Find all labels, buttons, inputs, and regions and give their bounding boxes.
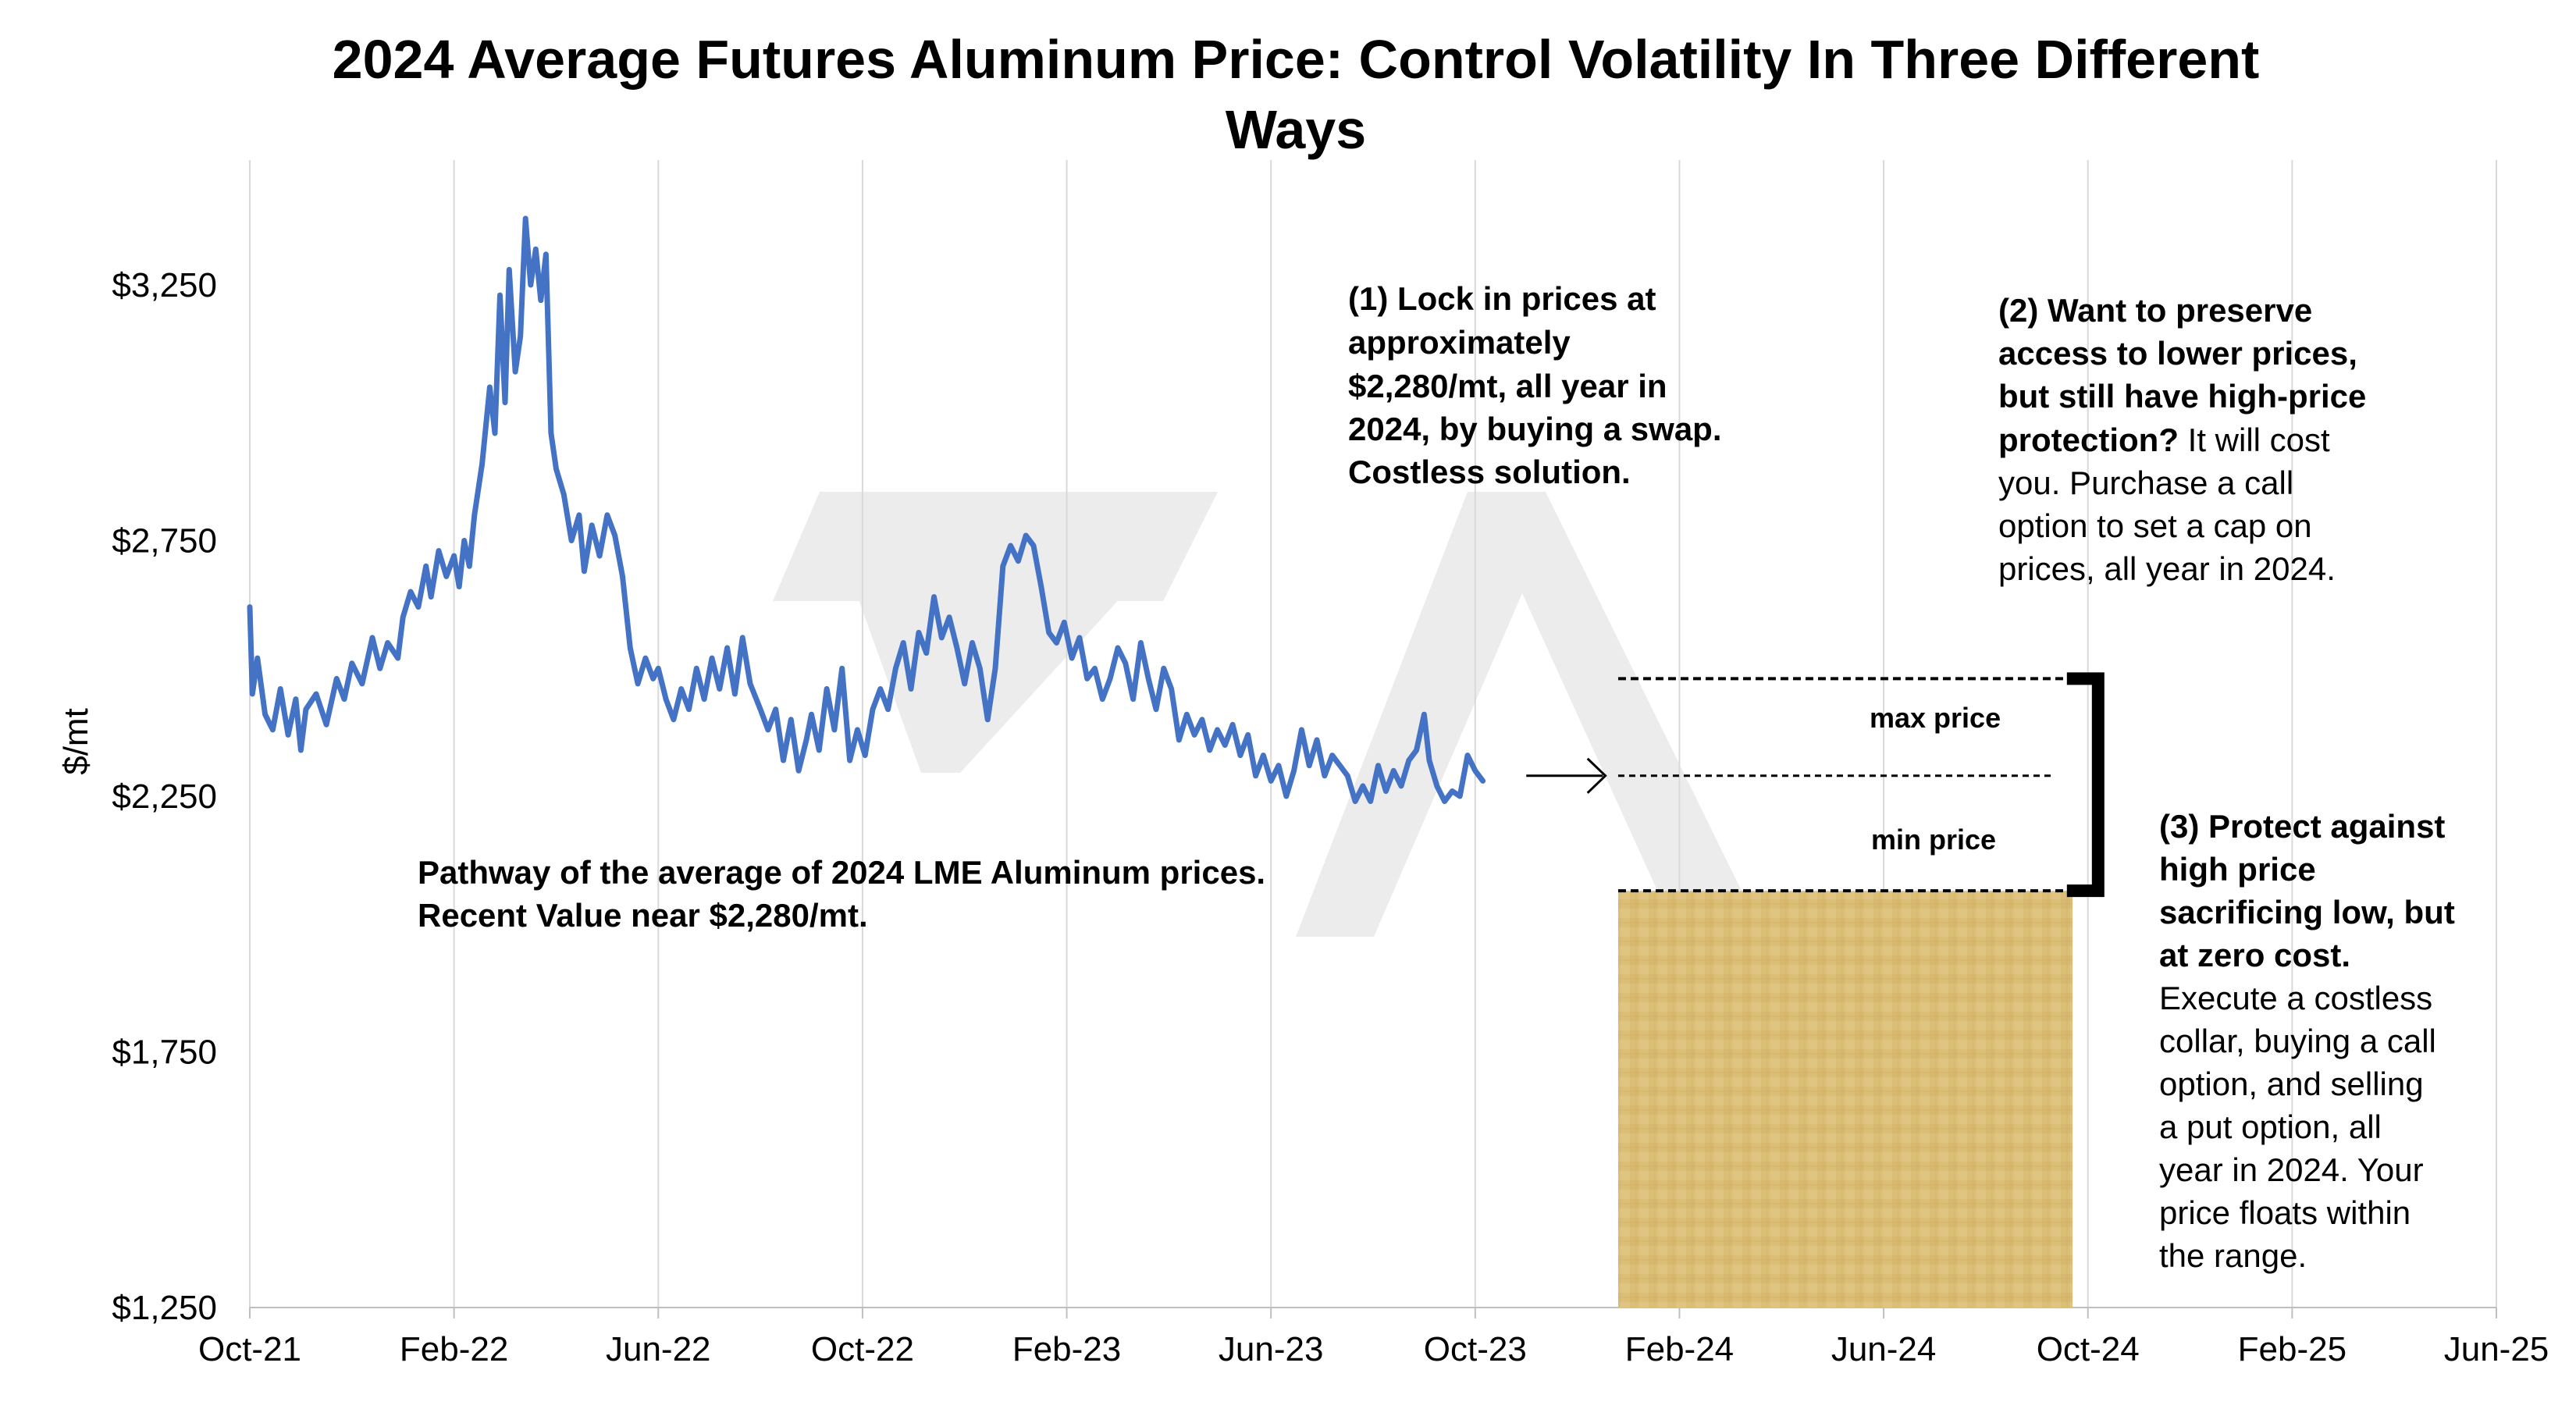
x-tick-label: Feb-25: [2238, 1330, 2347, 1368]
annotation-collar-line: Execute a costless: [2159, 980, 2432, 1016]
annotation-collar-line: the range.: [2159, 1237, 2307, 1274]
annotation-collar-line: high price: [2159, 851, 2316, 888]
price-range-bracket: [2066, 672, 2105, 898]
annotation-call-line: prices, all year in 2024.: [1998, 550, 2336, 587]
annotation-call-line: protection? It will cost: [1998, 422, 2330, 458]
series-layer: [247, 215, 1486, 804]
x-tick-label: Oct-21: [198, 1330, 301, 1368]
annotation-swap-line: approximately: [1348, 324, 1571, 361]
annotation-call-line: access to lower prices,: [1998, 335, 2357, 372]
y-axis-label: $/mt: [57, 708, 95, 775]
x-tick-label: Jun-22: [606, 1330, 711, 1368]
reference-lines: [1526, 672, 2105, 1308]
y-tick-label: $2,250: [112, 777, 217, 816]
collar-range-box: [1617, 891, 2073, 1308]
x-tick-label: Oct-23: [1424, 1330, 1527, 1368]
annotation-collar-line: at zero cost.: [2159, 937, 2350, 973]
annotation-swap-line: (1) Lock in prices at: [1348, 280, 1656, 317]
y-tick-label: $1,750: [112, 1034, 217, 1072]
y-tick-label: $2,750: [112, 522, 217, 560]
x-tick-label: Jun-24: [1831, 1330, 1937, 1368]
annotation-call-bold: protection?: [1998, 422, 2179, 458]
chart-title-line-1: 2024 Average Futures Aluminum Price: Con…: [333, 29, 2260, 90]
min-price-label: min price: [1871, 824, 1996, 856]
series-line: [247, 215, 1486, 804]
annotation-collar-line: price floats within: [2159, 1194, 2411, 1231]
annotation-call-line: you. Purchase a call: [1998, 464, 2293, 501]
x-tick-label: Jun-25: [2444, 1330, 2549, 1368]
annotation-collar-line: sacrificing low, but: [2159, 894, 2455, 930]
watermark-logo: [773, 492, 1764, 937]
annotation-swap-line: Costless solution.: [1348, 454, 1631, 490]
x-tick-label: Oct-24: [2037, 1330, 2140, 1368]
x-tick-label: Feb-22: [400, 1330, 508, 1368]
annotation-pathway-line: Recent Value near $2,280/mt.: [418, 897, 868, 934]
annotation-swap: (1) Lock in prices at approximately $2,2…: [1348, 280, 1722, 490]
annotation-swap-line: 2024, by buying a swap.: [1348, 411, 1722, 447]
annotation-call-line: (2) Want to preserve: [1998, 292, 2312, 329]
annotation-collar-line: option, and selling: [2159, 1066, 2424, 1102]
annotation-call-tail: It will cost: [2179, 422, 2330, 458]
max-price-label: max price: [1870, 702, 2001, 734]
arrow-head: [1586, 757, 1607, 794]
x-tick-label: Feb-23: [1012, 1330, 1121, 1368]
annotation-pathway-line: Pathway of the average of 2024 LME Alumi…: [418, 854, 1265, 891]
y-tick-label: $1,250: [112, 1289, 217, 1327]
annotation-collar: (3) Protect against high price sacrifici…: [2159, 808, 2455, 1274]
annotation-call-line: option to set a cap on: [1998, 507, 2312, 544]
chart-title-line-2: Ways: [1226, 99, 1366, 160]
x-tick-label: Oct-22: [811, 1330, 914, 1368]
x-tick-label: Feb-24: [1625, 1330, 1734, 1368]
annotation-pathway: Pathway of the average of 2024 LME Alumi…: [418, 854, 1265, 934]
annotation-collar-line: collar, buying a call: [2159, 1023, 2436, 1059]
annotation-collar-line: (3) Protect against: [2159, 808, 2445, 845]
y-tick-label: $3,250: [112, 266, 217, 304]
x-tick-label: Jun-23: [1219, 1330, 1324, 1368]
axes: Oct-21 Feb-22 Jun-22 Oct-22 Feb-23 Jun-23 Oct-…: [112, 266, 2549, 1368]
annotation-call-line: but still have high-price: [1998, 378, 2366, 415]
annotation-swap-line: $2,280/mt, all year in: [1348, 368, 1667, 404]
annotation-collar-line: year in 2024. Your: [2159, 1151, 2424, 1188]
annotation-call-option: (2) Want to preserve access to lower pri…: [1998, 292, 2366, 587]
annotation-collar-line: a put option, all: [2159, 1108, 2382, 1145]
